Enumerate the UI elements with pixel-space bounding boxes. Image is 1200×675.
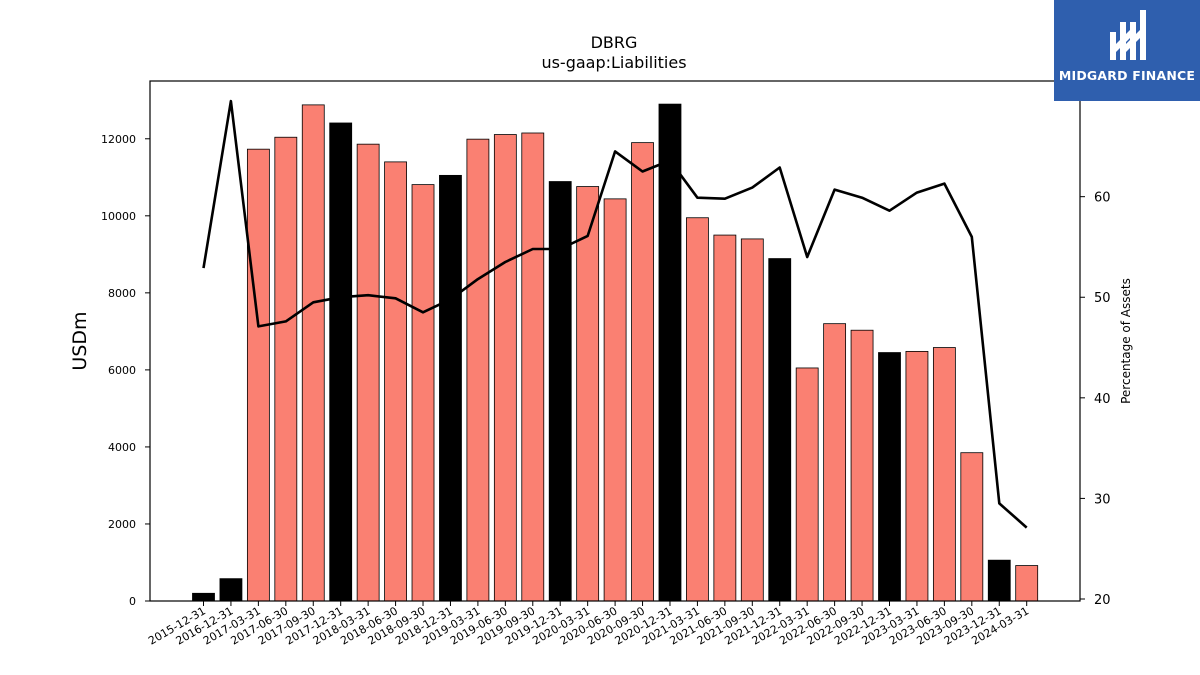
y2-tick-label: 20: [1094, 593, 1111, 608]
y-tick-label: 0: [129, 595, 136, 608]
brand-logo: MIDGARD FINANCE: [1054, 0, 1200, 101]
bar: [905, 350, 929, 602]
bar: [795, 367, 819, 602]
bar: [521, 132, 545, 602]
y-tick-label: 10000: [101, 210, 136, 223]
y-tick-label: 12000: [101, 133, 136, 146]
bar: [329, 122, 353, 602]
bar: [823, 323, 847, 602]
bar: [439, 174, 462, 602]
bar: [878, 352, 901, 602]
bar: [932, 347, 956, 602]
y2-axis-label: Percentage of Assets: [1119, 278, 1133, 404]
percentage-line: [202, 99, 1028, 529]
axes: 0200040006000800010000120002030405060201…: [101, 80, 1111, 648]
bar: [850, 329, 874, 602]
midgard-logo-icon: [1110, 10, 1146, 60]
bar: [219, 578, 243, 602]
bar: [301, 104, 325, 602]
bar: [713, 234, 737, 602]
bar: [768, 258, 792, 602]
bar: [246, 148, 270, 602]
bar: [987, 559, 1011, 602]
bar: [658, 103, 682, 602]
bar: [493, 134, 517, 602]
bar: [274, 136, 298, 602]
bar-series: [192, 103, 1039, 602]
bar: [740, 238, 764, 602]
y-tick-label: 8000: [108, 287, 136, 300]
y-tick-label: 4000: [108, 441, 136, 454]
y2-tick-label: 60: [1094, 191, 1111, 206]
bar: [411, 184, 435, 602]
chart-subtitle: us-gaap:Liabilities: [541, 53, 686, 72]
y-tick-label: 2000: [108, 518, 136, 531]
bar: [1015, 565, 1039, 602]
bar: [384, 161, 407, 602]
bar: [686, 217, 709, 602]
bar: [356, 143, 380, 602]
bar: [192, 592, 215, 602]
bar: [631, 142, 654, 602]
y-axis-label: USDm: [69, 311, 91, 370]
y2-tick-label: 50: [1094, 291, 1111, 306]
logo-text: MIDGARD FINANCE: [1058, 68, 1196, 83]
y2-tick-label: 40: [1094, 392, 1111, 407]
series-line: [202, 99, 1028, 529]
y2-tick-label: 30: [1094, 492, 1111, 507]
bar: [603, 198, 627, 602]
bar: [466, 138, 490, 602]
bar: [960, 452, 984, 602]
y-tick-label: 6000: [108, 364, 136, 377]
bar: [576, 186, 600, 602]
chart-title: DBRG: [591, 33, 638, 52]
